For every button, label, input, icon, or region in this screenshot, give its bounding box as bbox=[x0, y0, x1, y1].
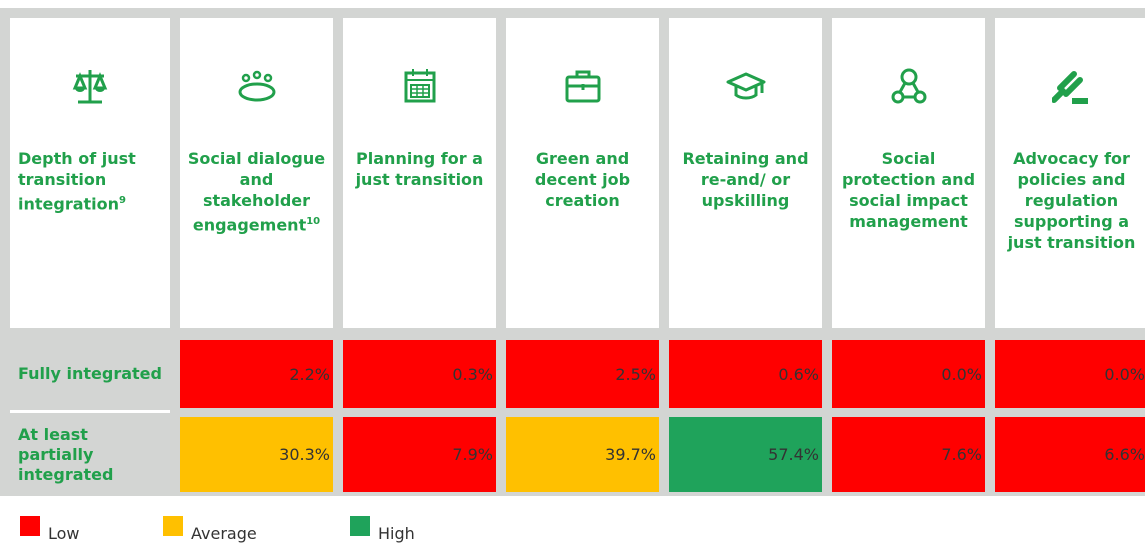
footnote-ref: 10 bbox=[306, 216, 321, 227]
column-label: Green and decent job creation bbox=[510, 148, 655, 211]
column-header: Planning for a just transition bbox=[343, 18, 496, 328]
data-cell: 57.4% bbox=[669, 417, 822, 492]
column-label: Retaining and re-and/ or upskilling bbox=[673, 148, 818, 211]
column-header: Advocacy for policies and regulation sup… bbox=[995, 18, 1145, 328]
column-label: Depth of just transition integration9 bbox=[18, 148, 166, 214]
row-label: Fully integrated bbox=[18, 340, 168, 408]
data-cell: 7.9% bbox=[343, 417, 496, 492]
column-label: Planning for a just transition bbox=[347, 148, 492, 190]
text: Planning for a just transition bbox=[355, 149, 484, 189]
row-separator bbox=[10, 410, 170, 413]
icon bbox=[565, 70, 600, 103]
legend-label: Low bbox=[48, 524, 80, 543]
data-cell: 0.3% bbox=[343, 340, 496, 408]
data-cell: 6.6% bbox=[995, 417, 1145, 492]
data-cell: 7.6% bbox=[832, 417, 985, 492]
text: 7.6% bbox=[941, 445, 982, 464]
icon bbox=[1051, 71, 1088, 104]
text: 2.5% bbox=[615, 364, 656, 384]
column-header: Green and decent job creation bbox=[506, 18, 659, 328]
legend-label: High bbox=[378, 524, 415, 543]
row-label: At least partially integrated bbox=[18, 417, 168, 492]
icon bbox=[72, 70, 108, 104]
data-cell: 39.7% bbox=[506, 417, 659, 492]
data-cell: 2.2% bbox=[180, 340, 333, 408]
legend-swatch bbox=[163, 516, 183, 536]
text: 0.0% bbox=[941, 364, 982, 384]
column-header: Retaining and re-and/ or upskilling bbox=[669, 18, 822, 328]
text: Social protection and social impact mana… bbox=[841, 149, 976, 231]
icon bbox=[404, 69, 435, 103]
legend-label: Average bbox=[191, 524, 257, 543]
text: High bbox=[378, 524, 415, 543]
text: 39.7% bbox=[605, 445, 656, 464]
column-label: Advocacy for policies and regulation sup… bbox=[999, 148, 1144, 253]
text: 0.3% bbox=[452, 364, 493, 384]
text: Average bbox=[191, 524, 257, 543]
text: Green and decent job creation bbox=[534, 149, 631, 210]
text: 0.0% bbox=[1104, 364, 1145, 384]
column-header: Social dialogue and stakeholder engageme… bbox=[180, 18, 333, 328]
data-cell: 0.0% bbox=[995, 340, 1145, 408]
column-label: Social protection and social impact mana… bbox=[836, 148, 981, 232]
legend-swatch bbox=[350, 516, 370, 536]
text: 6.6% bbox=[1104, 445, 1145, 464]
icon bbox=[891, 68, 926, 104]
text: Advocacy for policies and regulation sup… bbox=[1007, 149, 1136, 252]
text: 30.3% bbox=[279, 445, 330, 464]
column-label: Social dialogue and stakeholder engageme… bbox=[184, 148, 329, 235]
data-cell: 2.5% bbox=[506, 340, 659, 408]
footnote-ref: 9 bbox=[119, 195, 126, 206]
legend-swatch bbox=[20, 516, 40, 536]
text: Fully integrated bbox=[18, 364, 162, 383]
text: At least partially integrated bbox=[18, 424, 114, 484]
text: Retaining and re-and/ or upskilling bbox=[682, 149, 809, 210]
text: Low bbox=[48, 524, 80, 543]
text: 0.6% bbox=[778, 364, 819, 384]
text: 7.9% bbox=[452, 445, 493, 464]
text: 2.2% bbox=[289, 364, 330, 384]
data-cell: 0.0% bbox=[832, 340, 985, 408]
text: Depth of just transition integration bbox=[18, 149, 136, 214]
text: Social dialogue and stakeholder engageme… bbox=[187, 149, 326, 235]
column-header: Social protection and social impact mana… bbox=[832, 18, 985, 328]
icon bbox=[726, 72, 765, 100]
icon bbox=[238, 70, 275, 102]
column-header: Depth of just transition integration9 bbox=[10, 18, 170, 328]
data-cell: 0.6% bbox=[669, 340, 822, 408]
text: 57.4% bbox=[768, 445, 819, 464]
data-cell: 30.3% bbox=[180, 417, 333, 492]
